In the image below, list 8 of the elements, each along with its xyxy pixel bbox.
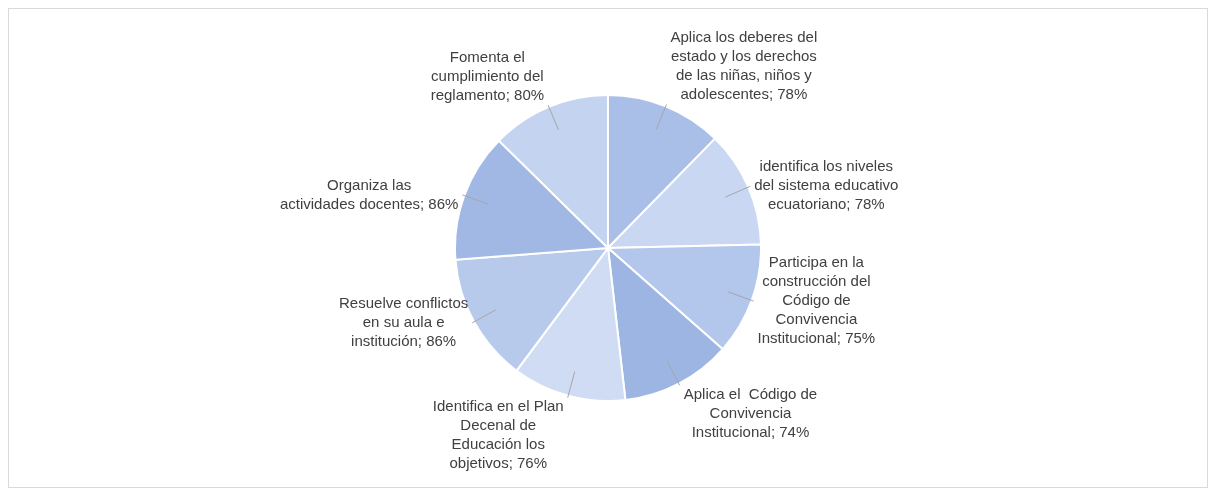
slice-label: Organiza las actividades docentes; 86% [279, 175, 459, 212]
slice-label: Resuelve conflictos en su aula e institución; 86% [339, 293, 469, 349]
slice-label: Aplica los deberes del estado y los derechos de las niñas, niños y adolescentes; 78% [670, 28, 818, 103]
slice-label: Aplica el Código de Convivencia Institucional; 74% [683, 385, 818, 441]
slice-label: identifica los niveles del sistema educativo ecuatoriano; 78% [754, 157, 899, 213]
slice-label: Fomenta el cumplimiento del reglamento; 80% [430, 47, 545, 103]
slice-label: Identifica en el Plan Decenal de Educación los objetivos; 76% [432, 397, 564, 472]
slice-label: Participa en la construcción del Código de Convivencia Institucional; 75% [757, 253, 876, 347]
